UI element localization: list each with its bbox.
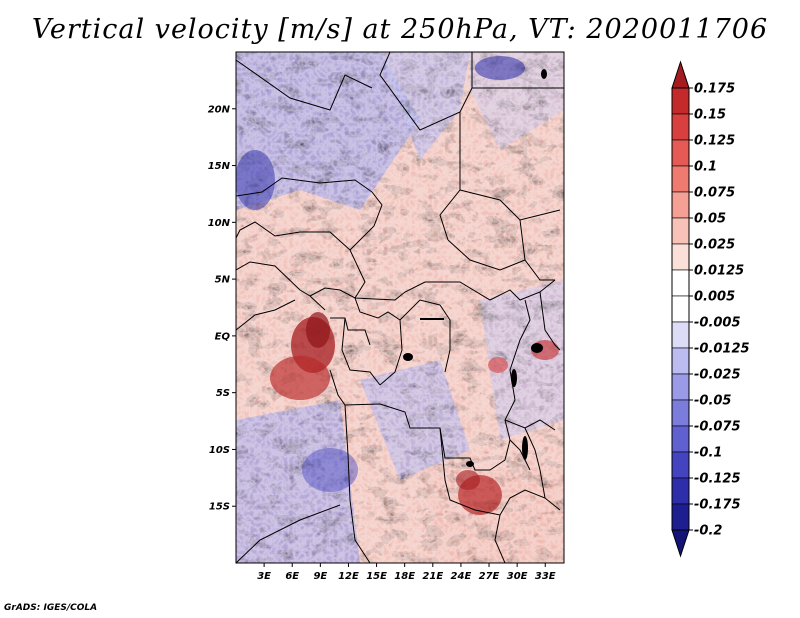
colorbar-swatch bbox=[671, 217, 690, 245]
colorbar-label: 0.05 bbox=[694, 212, 726, 227]
country-borders bbox=[236, 52, 564, 563]
colorbar-swatch bbox=[671, 165, 690, 193]
colorbar-swatch bbox=[671, 269, 690, 297]
colorbar-label: -0.125 bbox=[694, 472, 741, 487]
colorbar-label: -0.075 bbox=[694, 420, 741, 435]
colorbar-swatch bbox=[671, 503, 690, 531]
colorbar-outline bbox=[671, 87, 690, 531]
colorbar-swatch bbox=[671, 295, 690, 323]
colorbar-swatch bbox=[671, 321, 690, 349]
colorbar-bottom-arrow bbox=[671, 529, 690, 558]
colorbar-label: -0.2 bbox=[694, 524, 722, 539]
colorbar-swatch bbox=[671, 399, 690, 427]
colorbar: 0.175 0.15 0.125 0.1 0.075 0.05 0.025 0.0125 0.0… bbox=[671, 60, 750, 558]
colorbar-swatch bbox=[671, 477, 690, 505]
latitude-axis: 20N 15N 10N 5N EQ 5S 10S 15S bbox=[208, 104, 236, 513]
colorbar-label: -0.025 bbox=[694, 368, 741, 383]
velocity-field bbox=[236, 52, 564, 563]
colorbar-label: -0.005 bbox=[694, 316, 741, 331]
colorbar-label: 0.0125 bbox=[694, 264, 744, 279]
colorbar-label: -0.05 bbox=[694, 394, 731, 409]
colorbar-swatch bbox=[671, 373, 690, 401]
lat-label: 5N bbox=[215, 275, 231, 286]
colorbar-label: 0.175 bbox=[694, 82, 735, 97]
lat-label: 5S bbox=[216, 388, 230, 399]
colorbar-swatch bbox=[671, 347, 690, 375]
lon-label: 33E bbox=[535, 571, 556, 582]
colorbar-label: 0.1 bbox=[694, 160, 717, 175]
credit-text: GrADS: IGES/COLA bbox=[4, 603, 98, 613]
lat-label: 15S bbox=[209, 502, 230, 513]
map-title: Vertical velocity [m/s] at 250hPa, VT: 2… bbox=[31, 14, 769, 45]
map-frame bbox=[235, 51, 565, 564]
colorbar-label: 0.125 bbox=[694, 134, 735, 149]
lon-label: 21E bbox=[422, 571, 443, 582]
lat-label: 20N bbox=[208, 104, 231, 115]
colorbar-swatch bbox=[671, 451, 690, 479]
lon-label: 6E bbox=[285, 571, 299, 582]
colorbar-swatch bbox=[671, 87, 690, 115]
lon-label: 12E bbox=[338, 571, 359, 582]
lon-label: 18E bbox=[394, 571, 415, 582]
lon-label: 3E bbox=[257, 571, 271, 582]
colorbar-label: -0.0125 bbox=[694, 342, 750, 357]
lon-label: 15E bbox=[366, 571, 387, 582]
lon-label: 24E bbox=[451, 571, 472, 582]
longitude-axis: 3E 6E 9E 12E 15E 18E 21E 24E 27E 30E 33E bbox=[257, 563, 556, 582]
colorbar-label: 0.005 bbox=[694, 290, 735, 305]
colorbar-swatch bbox=[671, 139, 690, 167]
lakes bbox=[403, 69, 547, 467]
colorbar-label: 0.075 bbox=[694, 186, 735, 201]
colorbar-label: -0.175 bbox=[694, 498, 741, 513]
colorbar-swatch bbox=[671, 243, 690, 271]
lon-label: 9E bbox=[313, 571, 327, 582]
lon-label: 27E bbox=[479, 571, 500, 582]
colorbar-swatch bbox=[671, 191, 690, 219]
colorbar-swatch bbox=[671, 113, 690, 141]
lat-label: EQ bbox=[215, 331, 231, 342]
lat-label: 10N bbox=[208, 218, 231, 229]
colorbar-top-arrow bbox=[671, 60, 690, 89]
colorbar-label: 0.025 bbox=[694, 238, 735, 253]
colorbar-swatch bbox=[671, 425, 690, 453]
colorbar-label: -0.1 bbox=[694, 446, 722, 461]
colorbar-label: 0.15 bbox=[694, 108, 726, 123]
lon-label: 30E bbox=[507, 571, 528, 582]
lat-label: 15N bbox=[208, 161, 231, 172]
lat-label: 10S bbox=[209, 445, 230, 456]
